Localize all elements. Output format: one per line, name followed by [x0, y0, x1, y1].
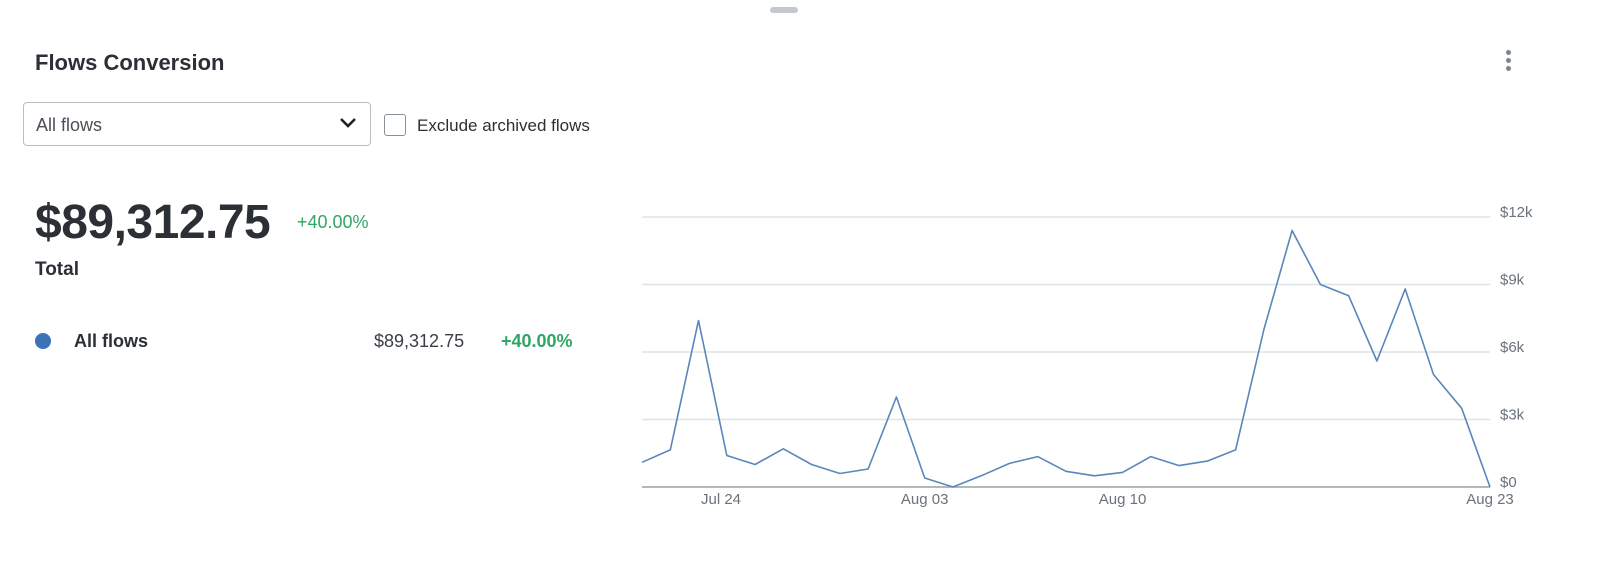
flow-select[interactable]: All flows	[23, 102, 371, 146]
y-tick-label: $9k	[1500, 271, 1525, 288]
x-tick-label: Aug 03	[901, 491, 949, 508]
total-change: +40.00%	[297, 212, 369, 232]
drag-handle[interactable]	[770, 7, 798, 13]
menu-button[interactable]	[1500, 50, 1516, 76]
x-tick-label: Aug 10	[1099, 491, 1147, 508]
x-tick-label: Jul 24	[701, 491, 741, 508]
y-tick-label: $0	[1500, 474, 1517, 491]
legend-name: All flows	[74, 331, 149, 351]
widget-title: Flows Conversion	[35, 50, 225, 75]
total-label: Total	[35, 259, 79, 280]
y-tick-label: $6k	[1500, 339, 1525, 356]
series-line	[641, 229, 1491, 488]
x-tick-label: Aug 23	[1466, 491, 1514, 508]
chevron	[340, 118, 356, 128]
checkbox[interactable]	[384, 114, 406, 136]
y-tick-label: $3k	[1500, 406, 1525, 423]
legend-value: $89,312.75	[374, 331, 465, 351]
legend-change: +40.00%	[501, 331, 573, 351]
legend-dot	[35, 333, 51, 349]
checkbox-label[interactable]: Exclude archived flows	[417, 116, 590, 135]
total-value: $89,312.75	[35, 196, 271, 249]
y-tick-label: $12k	[1500, 204, 1533, 221]
select-value: All flows	[36, 115, 103, 135]
